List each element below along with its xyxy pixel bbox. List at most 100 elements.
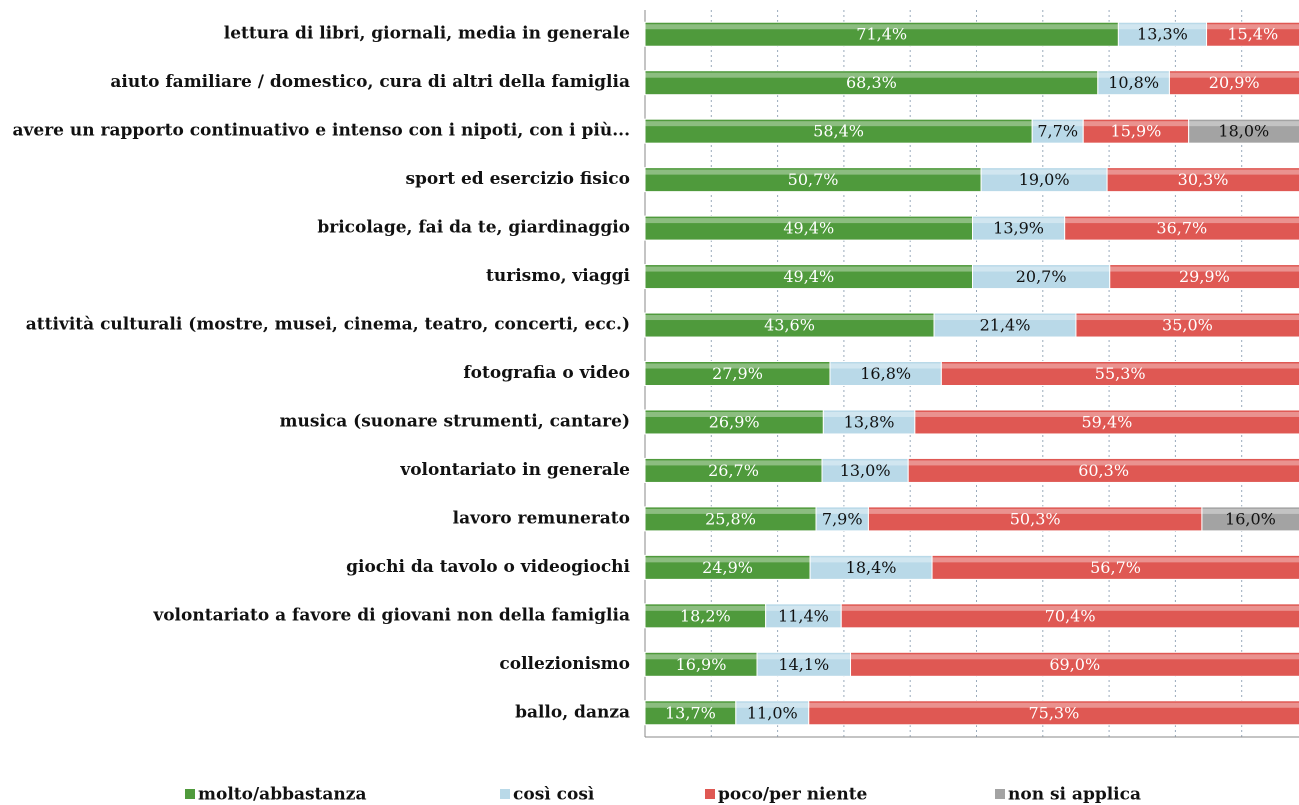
bar-highlight (645, 315, 935, 321)
value-label: 68,3% (846, 73, 897, 92)
bar-segment (933, 312, 1077, 338)
bar-highlight (972, 266, 1110, 272)
bar-segment (644, 118, 1033, 144)
bar-segment (822, 409, 916, 435)
category-label: volontariato in generale (399, 460, 630, 480)
bar-highlight (1206, 24, 1299, 30)
bar-highlight (645, 605, 766, 611)
legend-swatch (185, 789, 195, 799)
bar-segment (809, 554, 933, 580)
bar-segment (931, 554, 1299, 580)
bar-highlight (822, 460, 909, 466)
bar-highlight (1097, 72, 1170, 78)
bar-segment (735, 700, 810, 726)
value-label: 15,9% (1111, 122, 1162, 141)
bar-segment (1031, 118, 1084, 144)
value-label: 10,8% (1108, 73, 1159, 92)
value-label: 11,0% (747, 703, 798, 722)
bar-segment (644, 264, 974, 290)
bar-highlight (1064, 218, 1299, 224)
bar-segment (1117, 21, 1208, 47)
value-label: 43,6% (764, 316, 815, 335)
legend-label: poco/per niente (718, 785, 868, 805)
value-label: 26,7% (708, 461, 759, 480)
bar-segment (972, 215, 1066, 241)
value-label: 55,3% (1095, 364, 1146, 383)
value-label: 49,4% (783, 219, 834, 238)
bar-highlight (868, 508, 1202, 514)
bar-highlight (765, 605, 842, 611)
bar-highlight (1107, 169, 1299, 175)
value-label: 11,4% (778, 606, 829, 625)
bar-highlight (934, 315, 1076, 321)
bar-highlight (645, 363, 830, 369)
bar-highlight (1201, 508, 1299, 514)
category-label: attività culturali (mostre, musei, cinem… (26, 315, 630, 335)
value-label: 35,0% (1162, 316, 1213, 335)
bar-segment (980, 167, 1108, 193)
value-label: 16,0% (1225, 509, 1276, 528)
bar-segment (644, 554, 811, 580)
bar-highlight (1169, 72, 1299, 78)
bar-highlight (645, 460, 823, 466)
bar-segment (644, 651, 758, 677)
value-label: 21,4% (980, 316, 1031, 335)
value-label: 15,4% (1227, 25, 1278, 44)
value-label: 13,3% (1137, 25, 1188, 44)
bar-segment (840, 603, 1299, 629)
bar-segment (972, 264, 1111, 290)
bar-highlight (645, 654, 758, 660)
value-label: 56,7% (1090, 558, 1141, 577)
category-label: ballo, danza (515, 702, 630, 722)
bar-highlight (645, 121, 1033, 127)
bar-segment (644, 700, 737, 726)
bar-highlight (1032, 121, 1084, 127)
bar-highlight (757, 654, 851, 660)
bar-highlight (816, 508, 869, 514)
bar-segment (644, 361, 831, 386)
bar-highlight (823, 411, 915, 417)
bar-highlight (1188, 121, 1299, 127)
bar-highlight (808, 702, 1299, 708)
bar-segment (1168, 70, 1299, 96)
bar-segment (765, 603, 842, 629)
value-label: 18,0% (1218, 122, 1269, 141)
bar-highlight (645, 266, 973, 272)
value-label: 59,4% (1082, 412, 1133, 431)
value-label: 69,0% (1049, 655, 1100, 674)
legend-swatch (500, 789, 510, 799)
value-label: 19,0% (1019, 170, 1070, 189)
bar-highlight (972, 218, 1065, 224)
legend-swatch (995, 789, 1005, 799)
value-label: 13,0% (840, 461, 891, 480)
bar-highlight (735, 702, 809, 708)
category-label: turismo, viaggi (486, 266, 630, 286)
bar-segment (644, 409, 824, 435)
bar-highlight (1075, 315, 1299, 321)
value-label: 18,4% (846, 558, 897, 577)
bar-highlight (645, 169, 982, 175)
value-label: 18,2% (680, 606, 731, 625)
category-label: collezionismo (499, 654, 630, 674)
value-label: 50,3% (1010, 509, 1061, 528)
value-label: 7,7% (1037, 122, 1078, 141)
bar-highlight (645, 557, 811, 563)
value-label: 29,9% (1179, 267, 1230, 286)
bar-highlight (914, 411, 1299, 417)
value-label: 30,3% (1178, 170, 1229, 189)
bar-segment (867, 506, 1203, 532)
value-label: 13,7% (665, 703, 716, 722)
value-label: 24,9% (702, 558, 753, 577)
value-label: 20,9% (1209, 73, 1260, 92)
value-label: 14,1% (778, 655, 829, 674)
category-label: fotografia o video (463, 363, 630, 383)
bar-segment (1201, 506, 1299, 532)
bar-segment (644, 167, 982, 193)
category-label: lettura di libri, giornali, media in gen… (224, 24, 630, 44)
value-label: 50,7% (788, 170, 839, 189)
bar-highlight (941, 363, 1299, 369)
value-label: 13,9% (993, 219, 1044, 238)
category-label: bricolage, fai da te, giardinaggio (317, 218, 630, 238)
bar-highlight (645, 702, 736, 708)
bar-highlight (1118, 24, 1207, 30)
